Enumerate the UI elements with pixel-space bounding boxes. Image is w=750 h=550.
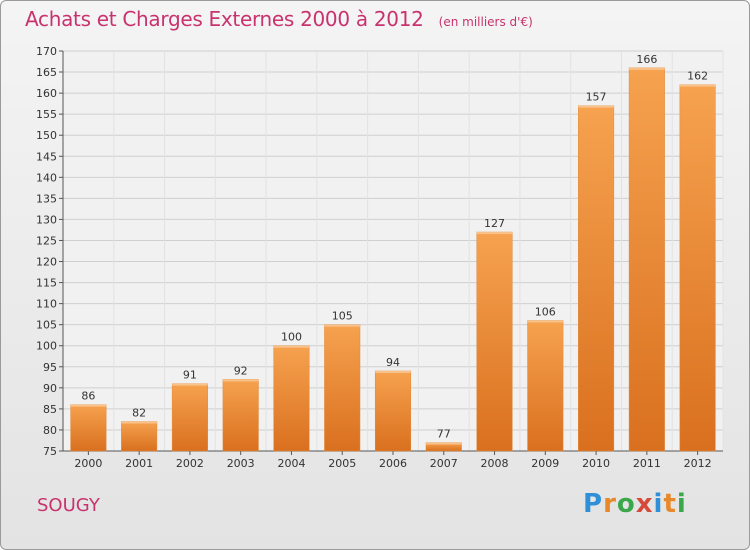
bar-highlight: [273, 345, 310, 348]
data-label: 86: [81, 390, 95, 403]
bar-2006[interactable]: [374, 370, 412, 452]
bar-2008[interactable]: [476, 231, 513, 452]
y-tick-label: 95: [43, 361, 57, 374]
logo-letter: x: [635, 489, 654, 519]
x-tick-label: 2003: [227, 457, 255, 470]
y-tick-label: 155: [36, 108, 57, 121]
y-tick-label: 150: [36, 129, 57, 142]
bar-highlight: [375, 371, 411, 373]
bar-2002[interactable]: [171, 383, 208, 452]
bar-2001[interactable]: [121, 421, 158, 452]
y-tick-label: 165: [36, 66, 57, 79]
proxiti-logo[interactable]: Proxiti: [583, 489, 687, 519]
data-label: 105: [332, 310, 353, 323]
labels: 75 80 85 90 95 100 105 110 115 120 125 130 135 140 145…: [36, 45, 712, 470]
bar-2003[interactable]: [222, 379, 259, 452]
data-label: 100: [281, 331, 302, 344]
chart-title: Achats et Charges Externes 2000 à 2012: [25, 7, 424, 31]
data-label: 82: [132, 407, 146, 420]
x-tick-label: 2009: [531, 457, 559, 470]
bar-highlight: [476, 232, 513, 235]
bars: [70, 67, 716, 452]
data-label: 91: [183, 369, 197, 382]
logo-letter: i: [653, 489, 664, 519]
logo-letter: i: [676, 489, 687, 519]
bar-highlight: [324, 324, 360, 327]
y-tick-label: 75: [43, 445, 57, 458]
y-tick-label: 110: [36, 298, 57, 311]
x-tick-label: 2006: [379, 457, 407, 470]
bar-2004[interactable]: [273, 345, 310, 452]
data-label: 106: [535, 305, 556, 318]
bar-2005[interactable]: [324, 324, 361, 452]
x-tick-label: 2002: [176, 457, 204, 470]
y-tick-label: 170: [36, 45, 57, 58]
y-tick-label: 135: [36, 192, 57, 205]
bar-highlight: [578, 105, 614, 108]
y-tick-label: 100: [36, 340, 57, 353]
y-tick-label: 120: [36, 256, 57, 269]
chart-header: Achats et Charges Externes 2000 à 2012 (…: [25, 7, 533, 31]
bar-highlight: [527, 320, 564, 323]
bar-2010[interactable]: [578, 105, 615, 452]
y-tick-label: 115: [36, 277, 57, 290]
data-label: 166: [636, 53, 657, 66]
data-label: 157: [586, 91, 607, 104]
y-tick-label: 105: [36, 319, 57, 332]
city-name: SOUGY: [37, 495, 100, 516]
bar-highlight: [172, 383, 208, 386]
bar-highlight: [222, 379, 259, 382]
x-tick-label: 2005: [328, 457, 356, 470]
x-tick-label: 2004: [277, 457, 305, 470]
bar-highlight: [629, 67, 665, 70]
y-tick-label: 80: [43, 424, 57, 437]
x-tick-label: 2008: [481, 457, 509, 470]
chart-subtitle: (en milliers d'€): [438, 15, 533, 29]
x-tick-label: 2007: [430, 457, 458, 470]
x-tick-label: 2000: [74, 457, 102, 470]
bar-2000[interactable]: [70, 404, 107, 452]
bar-highlight: [679, 84, 716, 87]
y-tick-label: 160: [36, 87, 57, 100]
bar-2011[interactable]: [628, 67, 665, 452]
x-tick-label: 2011: [633, 457, 661, 470]
bar-2009[interactable]: [527, 320, 564, 452]
x-tick-label: 2010: [582, 457, 610, 470]
logo-letter: r: [603, 489, 617, 519]
y-tick-label: 140: [36, 171, 57, 184]
y-tick-label: 90: [43, 382, 57, 395]
logo-letter: P: [583, 489, 604, 519]
x-tick-label: 2001: [125, 457, 153, 470]
y-tick-label: 145: [36, 150, 57, 163]
data-label: 94: [386, 356, 400, 369]
y-tick-label: 85: [43, 403, 57, 416]
y-tick-label: 130: [36, 213, 57, 226]
bar-2012[interactable]: [679, 84, 716, 452]
y-tick-label: 125: [36, 234, 57, 247]
x-tick-label: 2012: [684, 457, 712, 470]
bar-highlight: [426, 442, 462, 445]
bar-highlight: [70, 404, 107, 407]
data-label: 77: [437, 428, 451, 441]
bar-highlight: [121, 421, 157, 424]
logo-letter: t: [663, 489, 677, 519]
logo-letter: o: [616, 489, 636, 519]
data-label: 162: [687, 70, 708, 83]
data-label: 92: [234, 364, 248, 377]
data-label: 127: [484, 217, 505, 230]
